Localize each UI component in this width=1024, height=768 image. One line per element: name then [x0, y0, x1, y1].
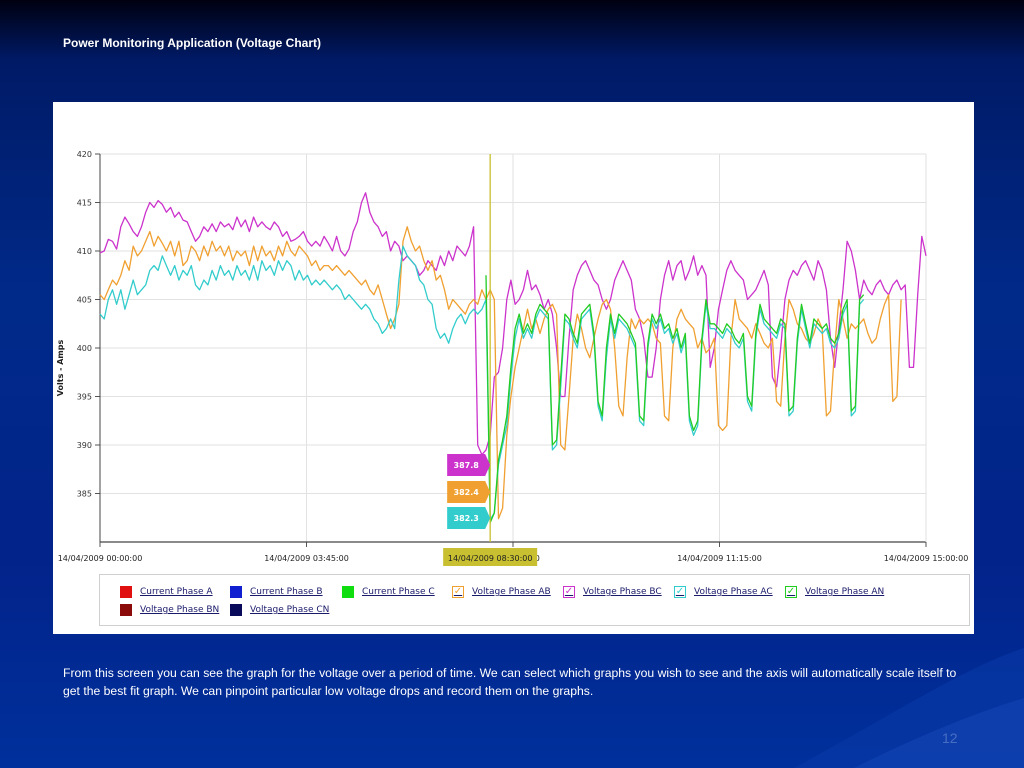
series-line-voltage-phase-ab	[99, 226, 902, 520]
cursor-value-flag: 382.3	[447, 507, 491, 529]
checkbox-checked-icon[interactable]: ✓	[452, 586, 464, 598]
decorative-wave	[794, 648, 1024, 768]
cursor-value-flag-bg	[447, 507, 491, 529]
legend-item-current-phase-a[interactable]: Current Phase A	[120, 584, 213, 600]
cursor-value-text: 382.4	[454, 488, 480, 497]
cursor-time-text: 14/04/2009 08:30:00	[448, 554, 533, 563]
legend-item-label: Voltage Phase BC	[583, 587, 662, 597]
color-swatch-icon[interactable]	[120, 586, 132, 598]
y-tick-label: 405	[77, 296, 92, 305]
legend-item-label: Voltage Phase AB	[472, 587, 551, 597]
y-tick-label: 410	[77, 247, 92, 256]
slide-description: From this screen you can see the graph f…	[63, 666, 957, 698]
legend-item-label: Current Phase B	[250, 587, 323, 597]
x-tick-label: 14/04/2009 15:00:00	[884, 554, 969, 563]
color-swatch-icon[interactable]	[230, 586, 242, 598]
legend-item-voltage-phase-cn[interactable]: Voltage Phase CN	[230, 602, 329, 618]
voltage-chart-panel: 385 390 395 400 405 410 415 420 Volts - Amps 14/0…	[53, 102, 974, 634]
legend-item-voltage-phase-bn[interactable]: Voltage Phase BN	[120, 602, 219, 618]
cursor-value-flag: 387.8	[447, 454, 491, 476]
y-axis-label: Volts - Amps	[56, 340, 65, 397]
chart-legend: Current Phase A Current Phase B Current Ph…	[99, 574, 970, 626]
legend-item-voltage-phase-ac[interactable]: ✓ Voltage Phase AC	[674, 584, 773, 600]
checkbox-checked-icon[interactable]: ✓	[785, 586, 797, 598]
legend-item-label: Voltage Phase AC	[694, 587, 773, 597]
checkbox-checked-icon[interactable]: ✓	[563, 586, 575, 598]
legend-item-label: Voltage Phase AN	[805, 587, 885, 597]
y-tick-label: 420	[77, 150, 92, 159]
y-tick-label: 385	[77, 490, 92, 499]
checkbox-checked-icon[interactable]: ✓	[674, 586, 686, 598]
cursor-time-box	[443, 548, 538, 566]
cursor-value-text: 382.3	[454, 514, 479, 523]
x-tick-label: 14/04/2009 00:00:00	[58, 554, 143, 563]
y-tick-label: 395	[77, 393, 92, 402]
legend-item-voltage-phase-ab[interactable]: ✓ Voltage Phase AB	[452, 584, 551, 600]
cursor-value-flag: 382.4	[447, 481, 491, 503]
series-line-voltage-phase-an	[485, 275, 865, 524]
color-swatch-icon[interactable]	[342, 586, 354, 598]
cursor-time-label: 14/04/2009 08:30:00	[443, 548, 538, 566]
legend-item-current-phase-b[interactable]: Current Phase B	[230, 584, 323, 600]
x-tick-label: 14/04/2009 11:15:00	[677, 554, 762, 563]
legend-item-label: Current Phase A	[140, 587, 213, 597]
legend-item-current-phase-c[interactable]: Current Phase C	[342, 584, 435, 600]
slide-title: Power Monitoring Application (Voltage Ch…	[63, 36, 321, 50]
cursor-value-flag-bg	[447, 481, 491, 503]
legend-item-label: Current Phase C	[362, 587, 435, 597]
voltage-line-chart[interactable]: 385 390 395 400 405 410 415 420 Volts - Amps 14/0…	[53, 102, 974, 574]
cursor-value-text: 387.8	[454, 461, 480, 470]
y-tick-label: 415	[77, 199, 92, 208]
x-tick-label: 14/04/2009 03:45:00	[264, 554, 349, 563]
y-tick-label: 390	[77, 441, 92, 450]
series-line-voltage-phase-bc	[99, 192, 927, 456]
legend-item-label: Voltage Phase BN	[140, 605, 220, 615]
legend-item-voltage-phase-an[interactable]: ✓ Voltage Phase AN	[785, 584, 884, 600]
legend-item-label: Voltage Phase CN	[250, 605, 330, 615]
cursor-value-flag-bg	[447, 454, 491, 476]
y-tick-label: 400	[77, 344, 92, 353]
series-line-voltage-phase-ac	[99, 245, 865, 521]
legend-item-voltage-phase-bc[interactable]: ✓ Voltage Phase BC	[563, 584, 662, 600]
color-swatch-icon[interactable]	[120, 604, 132, 616]
color-swatch-icon[interactable]	[230, 604, 242, 616]
